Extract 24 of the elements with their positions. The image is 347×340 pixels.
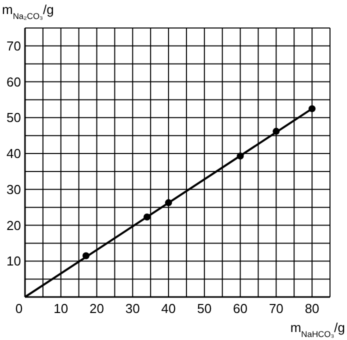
x-tick-label: 80 bbox=[304, 301, 320, 316]
y-tick-label: 50 bbox=[6, 110, 21, 126]
x-tick-label: 70 bbox=[268, 301, 284, 316]
y-tick-label: 30 bbox=[6, 182, 21, 197]
x-tick-label: 30 bbox=[125, 301, 140, 316]
x-tick-label: 60 bbox=[233, 301, 248, 316]
y-tick-label: 40 bbox=[6, 146, 21, 162]
y-tick-label: 20 bbox=[6, 218, 21, 233]
point bbox=[82, 252, 90, 260]
x-tick-label: 0 bbox=[15, 301, 23, 316]
x-axis-title: m$_{NaHCO₃}$/g bbox=[290, 320, 345, 339]
y-tick-label: 70 bbox=[6, 38, 21, 54]
y-axis-title: m$_{Na₂CO₃}$/g bbox=[2, 2, 54, 21]
point bbox=[236, 152, 244, 160]
x-tick-label: 10 bbox=[54, 301, 68, 316]
y-tick-label: 60 bbox=[6, 74, 21, 90]
point bbox=[165, 199, 172, 206]
point bbox=[144, 214, 150, 221]
point bbox=[308, 105, 316, 112]
x-tick-label: 50 bbox=[197, 301, 212, 316]
y-tick-label: 10 bbox=[6, 254, 21, 269]
point bbox=[272, 128, 280, 135]
x-tick-label: 40 bbox=[161, 301, 176, 316]
x-tick-label: 20 bbox=[90, 301, 104, 316]
